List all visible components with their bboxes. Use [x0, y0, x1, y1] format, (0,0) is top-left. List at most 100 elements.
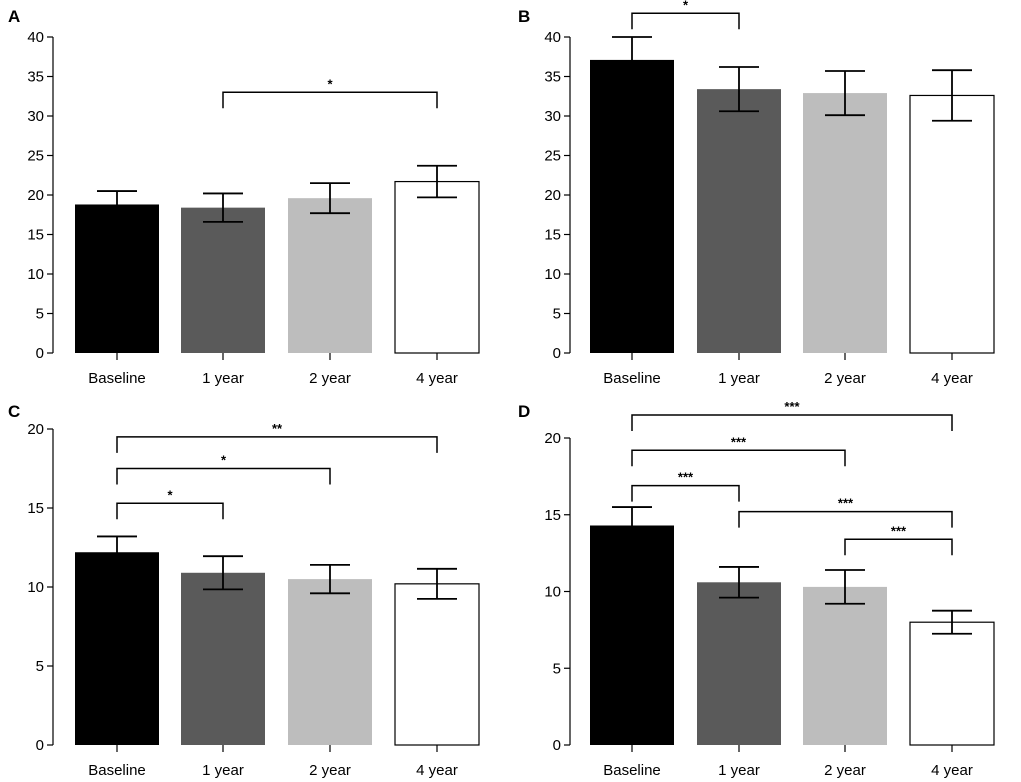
x-tick-label: 2 year: [309, 370, 351, 387]
significance-bracket: [116, 502, 224, 520]
x-tick-label: Baseline: [603, 762, 661, 779]
bar-baseline: [75, 552, 159, 745]
error-bar: [310, 563, 350, 595]
error-bar: [612, 506, 652, 545]
bar-1-year: [181, 572, 265, 745]
significance-label: ***: [784, 399, 800, 414]
error-bar: [825, 569, 865, 605]
y-tick-label: 5: [553, 306, 561, 323]
y-tick-label: 15: [27, 500, 44, 517]
bar-1-year: [181, 207, 265, 353]
y-tick-label: 15: [544, 227, 561, 244]
y-tick-label: 30: [27, 108, 44, 125]
x-tick-label: 4 year: [416, 370, 458, 387]
y-tick-label: 35: [27, 69, 44, 86]
y-tick-label: 10: [27, 266, 44, 283]
error-bar: [612, 36, 652, 84]
significance-label: ***: [838, 496, 854, 511]
panel-a: A 0 5 10 15 20 25 30 35 40 Baseline 1 year 2 year 4 y…: [8, 7, 480, 387]
bar-baseline: [590, 525, 674, 745]
x-tick-label: 2 year: [309, 762, 351, 779]
y-tick-label: 15: [544, 507, 561, 524]
y-tick-label: 5: [36, 306, 44, 323]
significance-label: **: [272, 421, 283, 436]
y-tick-label: 0: [36, 737, 44, 754]
y-tick-label: 35: [544, 69, 561, 86]
y-tick-label: 10: [544, 584, 561, 601]
x-tick-label: 1 year: [718, 762, 760, 779]
y-tick-label: 10: [544, 266, 561, 283]
bar-4-year: [909, 94, 995, 354]
y-tick-label: 20: [544, 187, 561, 204]
y-tick-label: 10: [27, 579, 44, 596]
significance-bracket: [631, 12, 740, 30]
y-tick-label: 25: [27, 148, 44, 165]
panel-letter: D: [518, 402, 530, 421]
error-bar: [203, 555, 243, 591]
error-bar: [825, 70, 865, 117]
significance-label: ***: [678, 470, 694, 485]
significance-bracket: [116, 467, 331, 485]
bar-baseline: [590, 59, 674, 353]
x-tick-label: 2 year: [824, 762, 866, 779]
significance-label: *: [327, 76, 333, 91]
significance-bracket: [631, 484, 740, 502]
x-tick-label: 4 year: [416, 762, 458, 779]
bar-baseline: [75, 204, 159, 353]
error-bar: [97, 535, 137, 569]
error-bar: [97, 190, 137, 219]
error-bar: [932, 69, 972, 122]
x-tick-label: 1 year: [202, 762, 244, 779]
bar-4-year: [394, 583, 480, 746]
significance-label: *: [683, 0, 689, 12]
panel-letter: A: [8, 7, 20, 26]
significance-bracket: [116, 436, 438, 453]
y-tick-label: 20: [544, 430, 561, 447]
y-tick-label: 40: [544, 29, 561, 46]
x-tick-label: Baseline: [88, 762, 146, 779]
panel-letter: B: [518, 7, 530, 26]
x-tick-label: 4 year: [931, 370, 973, 387]
significance-label: *: [167, 487, 173, 502]
y-tick-label: 5: [36, 658, 44, 675]
bar-4-year: [394, 180, 480, 354]
x-tick-label: 1 year: [202, 370, 244, 387]
significance-label: *: [221, 453, 227, 468]
y-tick-label: 40: [27, 29, 44, 46]
x-tick-label: Baseline: [603, 370, 661, 387]
x-tick-label: Baseline: [88, 370, 146, 387]
error-bar: [203, 192, 243, 223]
y-tick-label: 0: [36, 345, 44, 362]
x-tick-label: 2 year: [824, 370, 866, 387]
significance-bracket: [222, 91, 438, 109]
error-bar: [719, 66, 759, 113]
bar-1-year: [697, 582, 781, 745]
bar-2-year: [803, 586, 887, 745]
bar-2-year: [288, 579, 372, 745]
y-tick-label: 30: [544, 108, 561, 125]
bar-2-year: [288, 198, 372, 353]
significance-bracket: [738, 510, 953, 528]
panel-d: D 0 5 10 15 20 Baseline 1 year 2 year 4 year *** **…: [518, 399, 995, 779]
y-tick-label: 0: [553, 345, 561, 362]
bar-1-year: [697, 89, 781, 353]
significance-bracket: [631, 414, 953, 431]
error-bar: [932, 609, 972, 635]
y-tick-label: 15: [27, 227, 44, 244]
error-bar: [310, 182, 350, 215]
significance-bracket: [631, 449, 846, 467]
bar-4-year: [909, 621, 995, 746]
bar-2-year: [803, 93, 887, 353]
x-tick-label: 4 year: [931, 762, 973, 779]
significance-label: ***: [731, 434, 747, 449]
y-tick-label: 20: [27, 187, 44, 204]
significance-label: ***: [891, 523, 907, 538]
x-tick-label: 1 year: [718, 370, 760, 387]
panel-letter: C: [8, 402, 20, 421]
y-tick-label: 20: [27, 421, 44, 438]
y-tick-label: 25: [544, 148, 561, 165]
error-bar: [417, 164, 457, 199]
panel-b: B 0 5 10 15 20 25 30 35 40 Baseline 1 year 2 year 4 y…: [518, 0, 995, 387]
